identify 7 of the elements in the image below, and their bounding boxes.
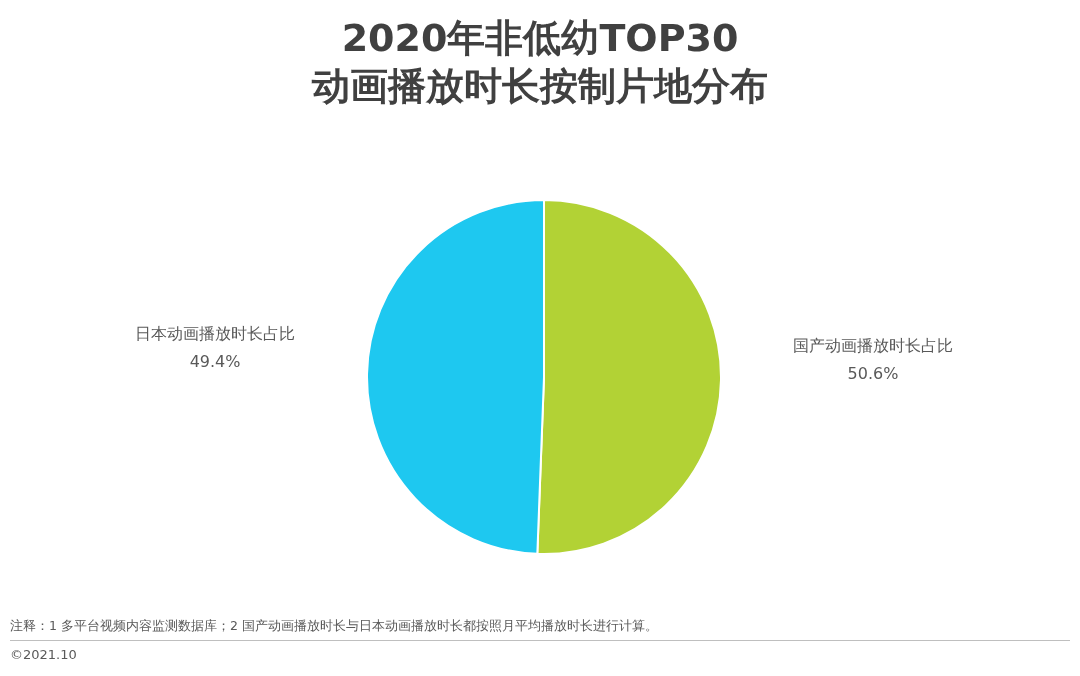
text: ©2021.10 — [10, 647, 77, 662]
data-label: 50.6% — [847, 364, 899, 384]
slice-label: 日本动画播放时长占比 — [135, 323, 296, 343]
slice-label: 国产动画播放时长占比 — [792, 336, 953, 356]
data-label: 49.4% — [189, 351, 241, 371]
chart-title: 2020年非低幼TOP30 动画播放时长按制片地分布 — [310, 15, 769, 110]
text: 注释：1 多平台视频内容监测数据库；2 国产动画播放时长与日本动画播放时长都按照月平均播放时长进行计算。 — [10, 618, 658, 635]
